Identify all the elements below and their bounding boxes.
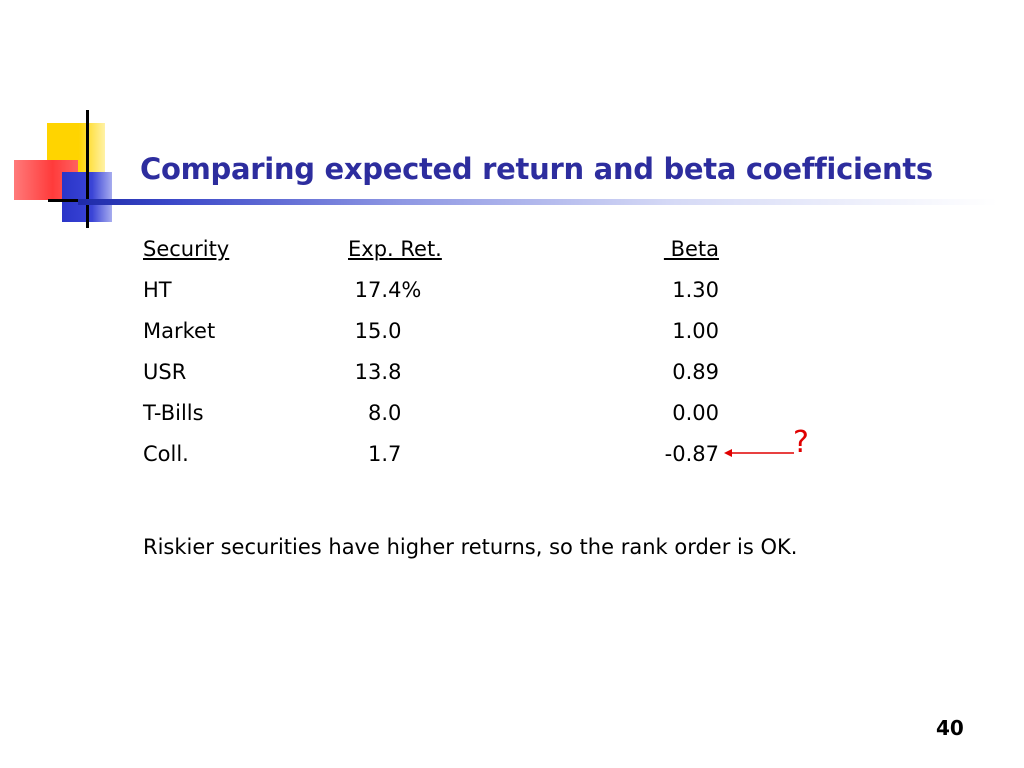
cell-exp-ret: 8.0 xyxy=(348,401,402,425)
cell-security: Market xyxy=(143,319,216,343)
table-row: Coll. 1.7 -0.87 xyxy=(143,437,803,478)
cell-beta: 0.00 xyxy=(672,401,719,425)
table-row: T-Bills 8.0 0.00 xyxy=(143,396,803,437)
left-arrow-icon xyxy=(724,449,794,457)
table-row: Market 15.0 1.00 xyxy=(143,314,803,355)
header-beta: Beta xyxy=(663,237,719,261)
cell-exp-ret: 1.7 xyxy=(348,442,402,466)
cell-beta: 1.00 xyxy=(672,319,719,343)
cell-security: Coll. xyxy=(143,442,189,466)
cell-security: HT xyxy=(143,278,172,302)
cell-exp-ret: 13.8 xyxy=(348,360,402,384)
conclusion-text: Riskier securities have higher returns, … xyxy=(143,535,798,559)
page-number: 40 xyxy=(936,716,964,740)
header-exp-ret: Exp. Ret. xyxy=(348,237,442,261)
cell-security: USR xyxy=(143,360,187,384)
slide-title: Comparing expected return and beta coeff… xyxy=(140,152,933,186)
header-security: Security xyxy=(143,237,230,261)
cell-security: T-Bills xyxy=(143,401,204,425)
security-table: Security Exp. Ret. Beta HT 17.4% 1.30 Ma… xyxy=(143,232,803,478)
title-underline-rule xyxy=(78,199,998,205)
question-mark-annotation: ? xyxy=(793,425,809,460)
cell-exp-ret: 15.0 xyxy=(348,319,402,343)
vertical-line-shape xyxy=(86,110,89,228)
cell-exp-ret: 17.4% xyxy=(348,278,422,302)
cell-beta: 0.89 xyxy=(672,360,719,384)
slide-logo-decoration xyxy=(0,0,140,240)
cell-beta: -0.87 xyxy=(664,442,719,466)
table-header-row: Security Exp. Ret. Beta xyxy=(143,232,803,273)
table-row: HT 17.4% 1.30 xyxy=(143,273,803,314)
cell-beta: 1.30 xyxy=(672,278,719,302)
table-row: USR 13.8 0.89 xyxy=(143,355,803,396)
